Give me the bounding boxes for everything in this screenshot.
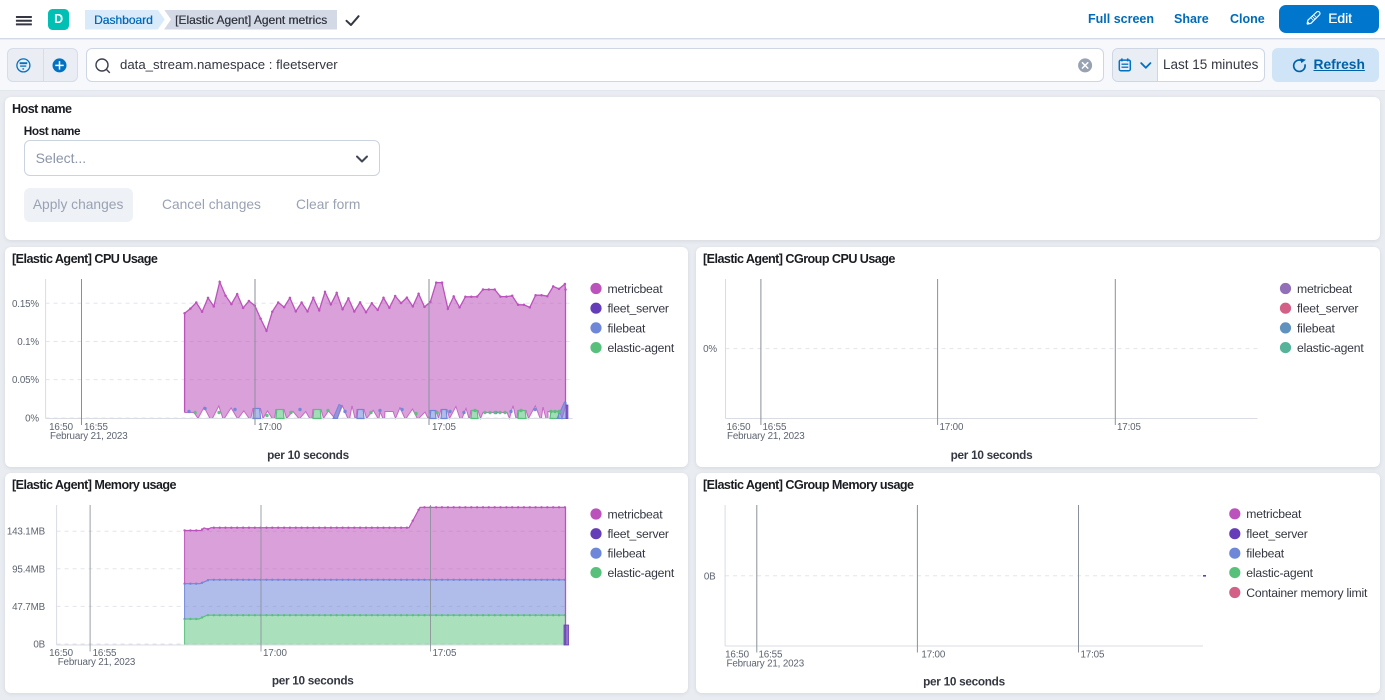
svg-text:17:00: 17:00 xyxy=(940,422,964,433)
svg-text:filebeat: filebeat xyxy=(608,547,647,561)
svg-text:17:05: 17:05 xyxy=(432,422,456,433)
svg-text:16:50: 16:50 xyxy=(727,422,751,433)
svg-text:filebeat: filebeat xyxy=(1297,321,1336,335)
svg-text:Container memory limit: Container memory limit xyxy=(1246,586,1368,600)
svg-text:metricbeat: metricbeat xyxy=(608,507,664,521)
svg-text:16:50: 16:50 xyxy=(49,422,73,433)
svg-text:February 21, 2023: February 21, 2023 xyxy=(50,431,128,442)
svg-text:metricbeat: metricbeat xyxy=(1246,507,1302,521)
svg-text:per 10 seconds: per 10 seconds xyxy=(272,674,354,688)
svg-text:0B: 0B xyxy=(704,571,716,582)
svg-text:fleet_server: fleet_server xyxy=(1297,302,1358,316)
svg-text:0B: 0B xyxy=(33,640,45,651)
svg-text:16:55: 16:55 xyxy=(763,422,787,433)
svg-text:February 21, 2023: February 21, 2023 xyxy=(727,431,805,442)
svg-text:17:00: 17:00 xyxy=(263,648,287,659)
svg-text:elastic-agent: elastic-agent xyxy=(608,341,675,355)
svg-text:16:55: 16:55 xyxy=(93,648,117,659)
svg-text:17:05: 17:05 xyxy=(1117,422,1141,433)
svg-text:16:55: 16:55 xyxy=(84,422,108,433)
svg-text:February 21, 2023: February 21, 2023 xyxy=(58,657,136,668)
svg-text:fleet_server: fleet_server xyxy=(608,527,669,541)
svg-text:filebeat: filebeat xyxy=(1246,547,1285,561)
svg-text:per 10 seconds: per 10 seconds xyxy=(923,674,1005,688)
svg-text:16:50: 16:50 xyxy=(49,648,73,659)
svg-text:February 21, 2023: February 21, 2023 xyxy=(727,659,805,670)
svg-text:metricbeat: metricbeat xyxy=(608,282,664,296)
svg-text:16:55: 16:55 xyxy=(759,650,783,661)
svg-text:per 10 seconds: per 10 seconds xyxy=(267,448,349,462)
svg-text:0.05%: 0.05% xyxy=(12,375,39,386)
svg-text:16:50: 16:50 xyxy=(725,650,749,661)
svg-text:0%: 0% xyxy=(703,344,717,355)
svg-text:elastic-agent: elastic-agent xyxy=(1246,566,1313,580)
svg-text:elastic-agent: elastic-agent xyxy=(608,566,675,580)
svg-text:47.7MB: 47.7MB xyxy=(12,602,45,613)
svg-text:17:00: 17:00 xyxy=(258,422,282,433)
svg-text:17:05: 17:05 xyxy=(433,648,457,659)
svg-text:0.1%: 0.1% xyxy=(17,337,39,348)
svg-text:elastic-agent: elastic-agent xyxy=(1297,341,1364,355)
svg-text:17:00: 17:00 xyxy=(921,650,945,661)
svg-text:fleet_server: fleet_server xyxy=(1246,527,1307,541)
svg-text:fleet_server: fleet_server xyxy=(608,302,669,316)
svg-text:metricbeat: metricbeat xyxy=(1297,282,1353,296)
svg-text:filebeat: filebeat xyxy=(608,321,647,335)
svg-text:0%: 0% xyxy=(25,414,39,425)
svg-text:17:05: 17:05 xyxy=(1081,650,1105,661)
svg-text:per 10 seconds: per 10 seconds xyxy=(951,448,1033,462)
svg-text:95.4MB: 95.4MB xyxy=(12,564,45,575)
svg-text:0.15%: 0.15% xyxy=(12,299,39,310)
svg-text:143.1MB: 143.1MB xyxy=(7,527,46,538)
